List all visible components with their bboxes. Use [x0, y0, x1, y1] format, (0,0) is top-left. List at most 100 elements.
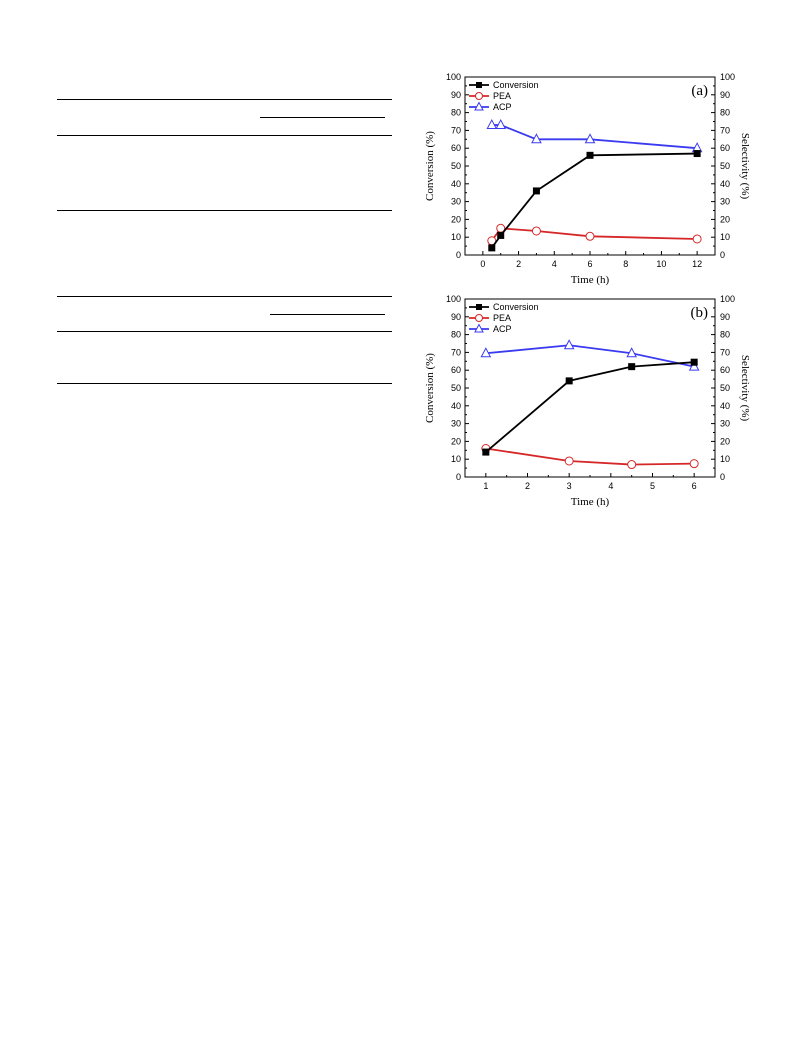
y2-tick-label: 30: [720, 197, 730, 207]
data-point-conversion: [497, 231, 505, 239]
y2-tick-label: 50: [720, 161, 730, 171]
y2-tick-label: 40: [720, 179, 730, 189]
x-tick-label: 4: [608, 481, 613, 491]
x-tick-label: 6: [587, 259, 592, 269]
x-tick-label: 10: [656, 259, 666, 269]
data-point-pea: [692, 234, 702, 244]
data-point-conversion: [488, 244, 496, 252]
y2-tick-label: 70: [720, 125, 730, 135]
data-point-conversion: [532, 187, 540, 195]
y-tick-label: 100: [446, 294, 461, 304]
data-point-pea: [531, 226, 541, 236]
x-tick-label: 5: [650, 481, 655, 491]
y2-tick-label: 80: [720, 108, 730, 118]
data-point-conversion: [690, 358, 698, 366]
x-tick-label: 8: [623, 259, 628, 269]
x-tick-label: 12: [692, 259, 702, 269]
series-line-pea: [491, 227, 698, 242]
x-tick-label: 4: [552, 259, 557, 269]
x-tick-label: 3: [567, 481, 572, 491]
legend-label: Conversion: [493, 80, 539, 90]
y-tick-label: 40: [451, 401, 461, 411]
legend-marker-acp: [474, 101, 484, 111]
y2-tick-label: 60: [720, 365, 730, 375]
y-tick-label: 60: [451, 143, 461, 153]
legend-marker-pea: [475, 92, 483, 100]
y-tick-label: 20: [451, 214, 461, 224]
data-point-conversion: [482, 448, 490, 456]
table2-group-rule: [270, 314, 385, 315]
y2-tick-label: 40: [720, 401, 730, 411]
y2-tick-label: 10: [720, 232, 730, 242]
y-tick-label: 30: [451, 419, 461, 429]
legend-label: ACP: [493, 324, 512, 334]
y2-tick-label: 20: [720, 214, 730, 224]
legend-item-pea: PEA: [469, 313, 511, 323]
y-tick-label: 20: [451, 436, 461, 446]
data-point-acp: [480, 347, 492, 358]
legend-label: ACP: [493, 102, 512, 112]
y-tick-label: 80: [451, 330, 461, 340]
y2-tick-label: 10: [720, 454, 730, 464]
data-point-acp: [495, 118, 507, 130]
y-tick-label: 40: [451, 179, 461, 189]
data-point-conversion: [586, 151, 594, 159]
y-tick-label: 10: [451, 232, 461, 242]
series-line-conversion: [491, 152, 698, 249]
y-tick-label: 60: [451, 365, 461, 375]
series-line-conversion: [485, 361, 695, 453]
y2-tick-label: 90: [720, 90, 730, 100]
y-tick-label: 70: [451, 125, 461, 135]
x-tick-label: 6: [692, 481, 697, 491]
table1-top-rule: [57, 99, 392, 100]
y2-tick-label: 50: [720, 383, 730, 393]
data-point-conversion: [565, 377, 573, 385]
x-axis-title: Time (h): [571, 274, 610, 286]
panel-label: (b): [691, 305, 709, 321]
table2-top-rule: [57, 296, 392, 297]
data-point-pea: [627, 460, 637, 470]
y2-tick-label: 100: [720, 294, 735, 304]
y-axis-title: Conversion (%): [424, 131, 436, 201]
y2-tick-label: 90: [720, 312, 730, 322]
legend-item-pea: PEA: [469, 91, 511, 101]
y2-tick-label: 100: [720, 72, 735, 82]
x-tick-label: 1: [483, 481, 488, 491]
data-point-acp: [486, 118, 498, 130]
y2-tick-label: 80: [720, 330, 730, 340]
data-point-acp: [584, 133, 596, 144]
table2-bottom-rule: [57, 383, 392, 384]
y-axis-title: Conversion (%): [424, 353, 436, 423]
series-line-acp: [485, 344, 695, 368]
y2-tick-label: 0: [720, 472, 725, 482]
y-tick-label: 80: [451, 108, 461, 118]
y-tick-label: 70: [451, 347, 461, 357]
series-line-pea: [485, 447, 695, 466]
legend-label: PEA: [493, 313, 511, 323]
x-tick-label: 2: [525, 481, 530, 491]
chart-a-svg: 0 2 4 6 8 10 12 0 0 10 10 20 20 30 30 40 40 50 50 60 60 70 70 8…: [424, 72, 751, 286]
table2-header-rule: [57, 331, 392, 332]
series-line-acp: [491, 124, 698, 150]
data-point-acp: [688, 360, 700, 371]
y-tick-label: 90: [451, 312, 461, 322]
legend-item-acp: ACP: [469, 323, 512, 334]
y-tick-label: 50: [451, 161, 461, 171]
y2-tick-label: 30: [720, 419, 730, 429]
data-point-conversion: [693, 150, 701, 158]
table1-header-rule: [57, 135, 392, 136]
data-point-pea: [585, 231, 595, 241]
data-point-acp: [563, 339, 575, 350]
data-point-pea: [689, 459, 699, 469]
y2-tick-label: 60: [720, 143, 730, 153]
legend-label: PEA: [493, 91, 511, 101]
y-tick-label: 90: [451, 90, 461, 100]
legend-item-conversion: Conversion: [469, 302, 539, 312]
legend-item-conversion: Conversion: [469, 80, 539, 90]
data-point-pea: [564, 456, 574, 466]
y-tick-label: 50: [451, 383, 461, 393]
table1-bottom-rule: [57, 210, 392, 211]
y2-axis-title: Selectivity (%): [739, 133, 751, 200]
legend-marker-acp: [474, 323, 484, 333]
